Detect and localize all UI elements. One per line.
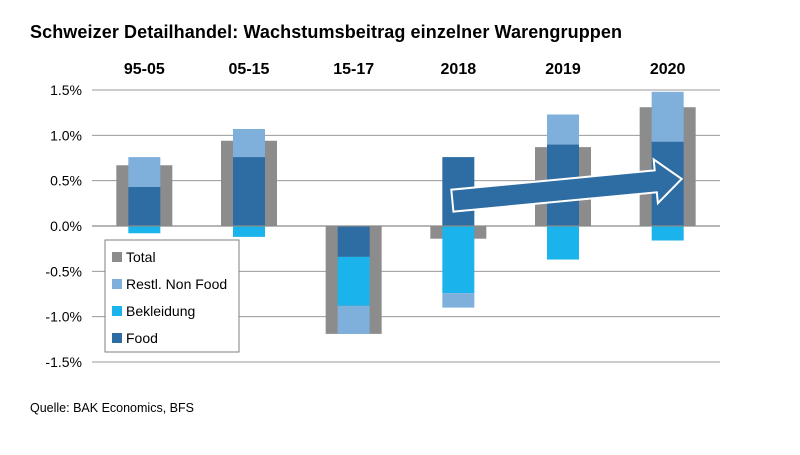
legend-label-restl-non-food: Restl. Non Food — [126, 276, 227, 292]
category-label-2019: 2019 — [545, 61, 581, 78]
trend-arrow — [450, 157, 684, 213]
y-tick-label: 1.5% — [50, 82, 82, 98]
legend-box — [104, 239, 240, 353]
bekleidung-bar-05-15 — [233, 226, 265, 237]
category-label-2020: 2020 — [650, 61, 686, 78]
bekleidung-bar-95-05 — [128, 226, 161, 234]
restl-non-food-bar-2020 — [651, 91, 684, 142]
bekleidung-bar-2019 — [547, 226, 579, 260]
restl-non-food-bar-95-05 — [128, 157, 161, 188]
legend-swatch-total — [112, 252, 122, 262]
legend-swatch-food — [112, 333, 122, 343]
legend-label-food: Food — [126, 330, 158, 346]
y-tick-label: -0.5% — [45, 263, 82, 279]
y-tick-label: -1.0% — [45, 309, 82, 325]
y-tick-labels: 1.5% 1.0% 0.5% 0.0% -0.5% -1.0% -1.5% — [45, 82, 82, 370]
food-bar-95-05 — [128, 187, 161, 226]
category-label-2018: 2018 — [441, 61, 477, 78]
y-tick-label: 0.0% — [50, 218, 82, 234]
y-tick-label: 1.0% — [50, 127, 82, 143]
restl-non-food-bar-2018 — [442, 293, 475, 308]
bekleidung-bar-2020 — [651, 226, 684, 241]
category-label-05-15: 05-15 — [229, 61, 270, 78]
legend-label-bekleidung: Bekleidung — [126, 303, 195, 319]
bekleidung-bar-15-17 — [337, 256, 370, 306]
y-tick-label: -1.5% — [45, 354, 82, 370]
source-note: Quelle: BAK Economics, BFS — [30, 401, 194, 415]
legend: Total Restl. Non Food Bekleidung Food — [104, 239, 240, 353]
food-bar-15-17 — [337, 226, 370, 257]
food-bar-05-15 — [233, 157, 265, 226]
trend-arrow-shape — [450, 157, 684, 213]
restl-non-food-bar-15-17 — [337, 305, 370, 334]
y-tick-label: 0.5% — [50, 173, 82, 189]
chart-title: Schweizer Detailhandel: Wachstumsbeitrag… — [30, 22, 623, 42]
restl-non-food-bar-05-15 — [233, 128, 265, 158]
legend-swatch-bekleidung — [112, 306, 122, 316]
category-label-95-05: 95-05 — [124, 61, 165, 78]
category-label-15-17: 15-17 — [333, 61, 374, 78]
category-labels: 95-05 05-15 15-17 2018 2019 2020 — [124, 61, 686, 78]
bekleidung-bar-2018 — [442, 226, 475, 294]
legend-label-total: Total — [126, 249, 156, 265]
restl-non-food-bar-2019 — [547, 114, 579, 145]
legend-swatch-restl-non-food — [112, 279, 122, 289]
